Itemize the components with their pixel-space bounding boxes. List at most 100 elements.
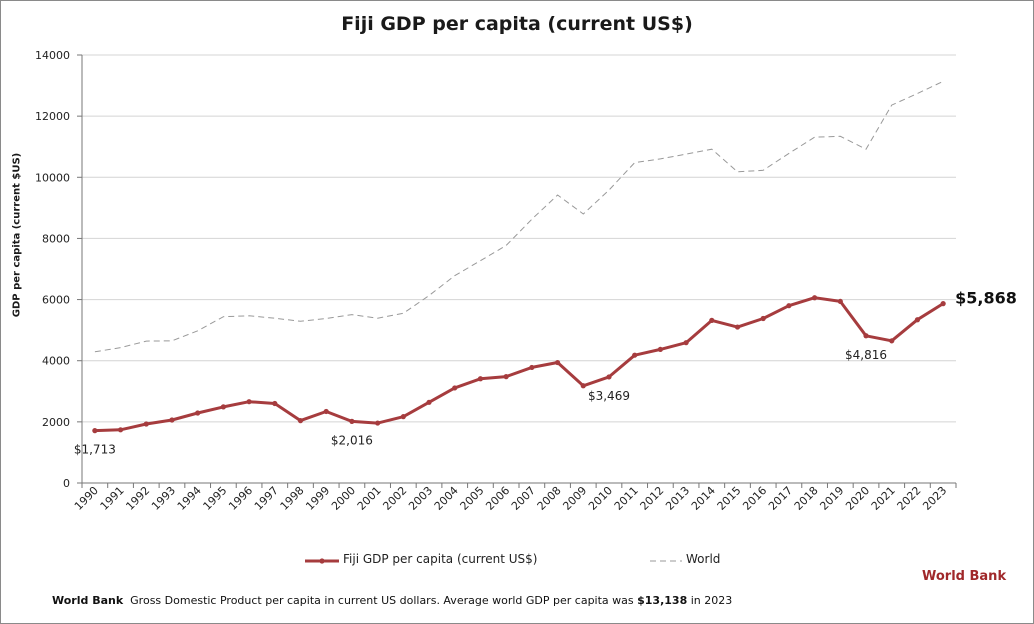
x-tick-label: 2011 — [612, 484, 641, 513]
data-point — [92, 428, 98, 434]
y-tick-label: 10000 — [35, 171, 70, 184]
x-tick-label: 2006 — [483, 484, 512, 513]
data-point — [837, 298, 843, 305]
footer-note: World Bank Gross Domestic Product per ca… — [52, 594, 732, 607]
y-tick-label: 8000 — [42, 232, 70, 245]
x-tick-label: 2008 — [535, 484, 564, 513]
data-point — [117, 427, 124, 433]
x-tick-label: 1992 — [123, 484, 152, 513]
x-tick-label: 2002 — [380, 484, 409, 513]
x-tick-label: 1994 — [175, 484, 204, 513]
data-point — [297, 418, 304, 424]
series-lines — [92, 80, 946, 434]
x-tick-label: 2010 — [586, 484, 615, 513]
data-point — [169, 417, 175, 423]
x-tick-label: 1999 — [303, 484, 332, 513]
legend-fiji-marker — [319, 558, 325, 564]
data-point — [323, 408, 329, 415]
data-point — [477, 376, 484, 382]
brand-label: World Bank — [922, 569, 1007, 584]
x-tick-label: 2023 — [920, 484, 949, 513]
data-point — [554, 359, 561, 366]
legend-world-label: World — [686, 552, 721, 566]
x-tick-label: 2003 — [406, 484, 435, 513]
x-tick-label: 2018 — [792, 484, 821, 513]
x-tick-label: 2007 — [509, 484, 538, 513]
data-point — [220, 404, 226, 410]
annotation-label: $1,713 — [74, 443, 116, 457]
x-tick-label: 2019 — [817, 484, 846, 513]
data-annotations: $1,713 $2,016 $3,469 $4,816 $5,868 — [74, 289, 1017, 457]
axes — [77, 54, 957, 488]
data-point — [375, 420, 381, 426]
x-tick-labels: 1990199119921993199419951996199719981999… — [72, 484, 949, 513]
y-tick-label: 2000 — [42, 416, 70, 429]
data-point — [606, 374, 612, 380]
data-point — [503, 374, 509, 380]
series-line-fiji — [94, 296, 944, 433]
gridlines — [82, 54, 956, 423]
footer-suffix: in 2023 — [687, 594, 733, 607]
data-point — [863, 333, 869, 339]
data-point — [632, 352, 638, 358]
y-tick-label: 0 — [63, 477, 70, 490]
chart-title: Fiji GDP per capita (current US$) — [341, 13, 693, 35]
data-point — [246, 399, 252, 405]
x-tick-label: 2009 — [560, 484, 589, 513]
data-point — [812, 295, 818, 301]
data-point — [580, 383, 586, 389]
data-point — [349, 418, 355, 424]
footer-text: Gross Domestic Product per capita in cur… — [130, 594, 638, 607]
y-tick-label: 14000 — [35, 49, 70, 62]
data-point — [734, 324, 741, 330]
data-point — [195, 410, 201, 416]
x-tick-label: 2016 — [740, 484, 769, 513]
data-point — [940, 301, 946, 307]
data-point — [889, 338, 895, 344]
data-point — [143, 421, 149, 427]
x-tick-label: 1995 — [201, 484, 230, 513]
x-tick-label: 2012 — [638, 484, 667, 513]
x-tick-label: 2001 — [355, 484, 384, 513]
series-line-world — [94, 80, 944, 353]
y-tick-label: 6000 — [42, 294, 70, 307]
legend-keys — [305, 558, 682, 564]
x-tick-label: 2017 — [766, 484, 795, 513]
data-point — [529, 364, 535, 371]
x-tick-label: 1998 — [278, 484, 307, 513]
data-point — [760, 315, 766, 322]
y-tick-label: 4000 — [42, 355, 70, 368]
x-tick-label: 2000 — [329, 484, 358, 513]
y-tick-labels: 0 2000 4000 6000 8000 10000 12000 14000 — [35, 49, 70, 490]
x-tick-label: 2013 — [663, 484, 692, 513]
data-point — [683, 340, 689, 346]
data-point — [272, 400, 278, 407]
x-tick-label: 2014 — [689, 484, 718, 513]
footer-source: World Bank — [52, 594, 124, 607]
x-tick-label: 1997 — [252, 484, 281, 513]
y-tick-label: 12000 — [35, 110, 70, 123]
annotation-label: $4,816 — [845, 348, 887, 362]
x-tick-label: 2021 — [869, 484, 898, 513]
x-tick-label: 1990 — [72, 484, 101, 513]
x-tick-label: 2005 — [458, 484, 487, 513]
x-tick-label: 2015 — [715, 484, 744, 513]
legend-fiji-label: Fiji GDP per capita (current US$) — [343, 552, 538, 566]
x-tick-label: 1991 — [98, 484, 127, 513]
data-point — [400, 414, 406, 420]
x-tick-label: 2020 — [843, 484, 872, 513]
data-point — [914, 317, 921, 323]
data-point — [786, 303, 792, 309]
footer-highlight: $13,138 — [637, 594, 688, 607]
data-point — [657, 346, 663, 353]
x-tick-label: 2004 — [432, 484, 461, 513]
annotation-label: $2,016 — [331, 433, 373, 447]
data-point — [426, 399, 432, 405]
data-point — [709, 317, 715, 323]
annotation-label: $3,469 — [588, 389, 630, 403]
x-tick-label: 1993 — [149, 484, 178, 513]
x-tick-label: 1996 — [226, 484, 255, 513]
annotation-latest-value: $5,868 — [955, 289, 1017, 308]
